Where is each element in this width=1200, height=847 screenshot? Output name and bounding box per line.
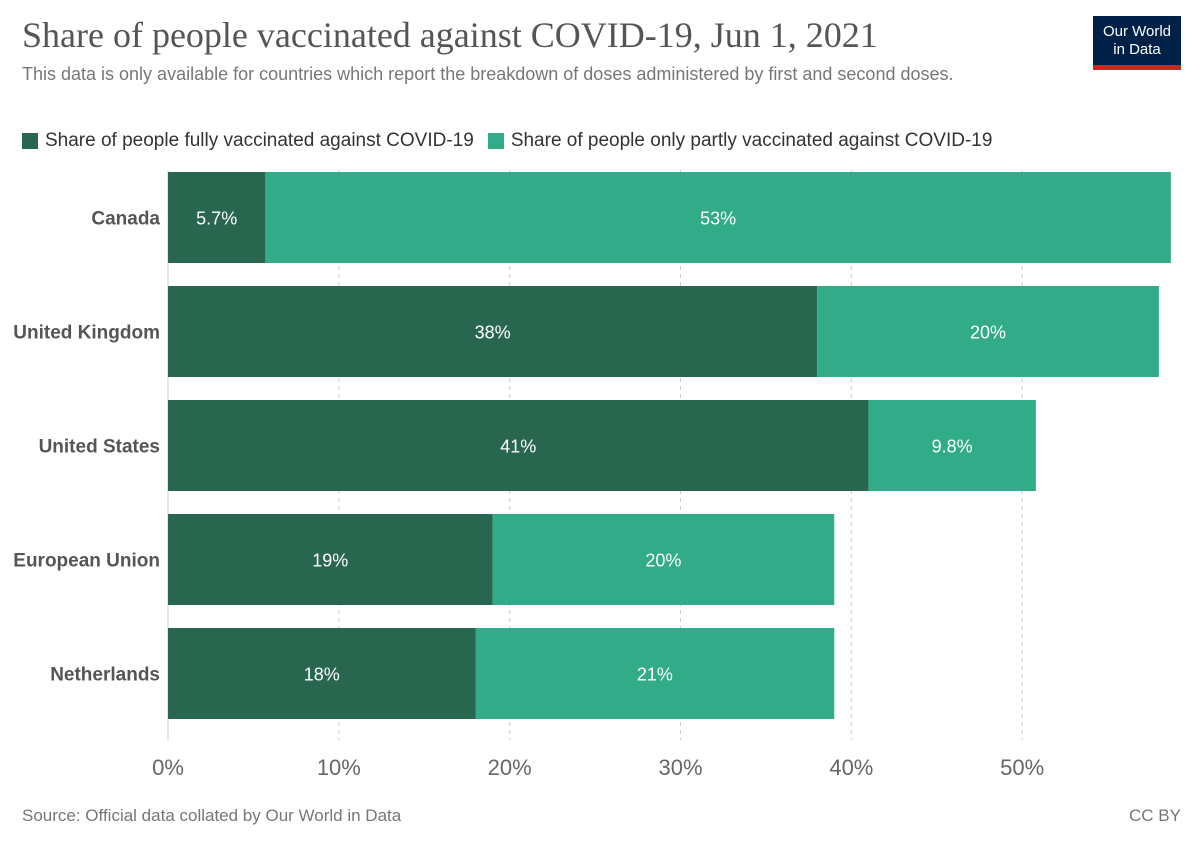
data-label: 21% (637, 665, 673, 685)
category-label: United Kingdom (13, 323, 160, 344)
x-tick-label: 40% (829, 755, 873, 780)
data-label: 20% (645, 551, 681, 571)
logo-line-2: in Data (1113, 41, 1161, 58)
owid-logo[interactable]: Our World in Data (1093, 16, 1181, 70)
license-note: CC BY (1129, 806, 1181, 825)
category-label: European Union (13, 551, 160, 572)
legend-item-partly[interactable]: Share of people only partly vaccinated a… (487, 130, 993, 152)
category-label: Canada (91, 209, 160, 230)
chart-legend: Share of people fully vaccinated against… (22, 130, 1006, 152)
logo-line-1: Our World (1102, 23, 1172, 40)
data-label: 9.8% (932, 437, 973, 457)
data-label: 20% (970, 323, 1006, 343)
bar-partly (265, 172, 1171, 263)
source-note: Source: Official data collated by Our Wo… (22, 806, 402, 825)
x-tick-label: 30% (658, 755, 702, 780)
legend-swatch-partly (487, 133, 504, 149)
legend-swatch-fully (22, 133, 38, 149)
category-label: Netherlands (50, 665, 160, 686)
bar-fully (168, 286, 818, 377)
chart-title: Share of people vaccinated against COVID… (22, 15, 878, 55)
x-tick-label: 20% (488, 755, 532, 780)
bar-fully (168, 628, 476, 719)
data-label: 38% (475, 323, 511, 343)
x-tick-label: 10% (317, 755, 361, 780)
bar-partly (492, 514, 835, 605)
chart-subtitle: This data is only available for countrie… (22, 64, 954, 84)
bar-partly (868, 400, 1036, 491)
bar-fully (168, 400, 869, 491)
x-tick-label: 0% (152, 755, 184, 780)
legend-item-fully[interactable]: Share of people fully vaccinated against… (22, 130, 474, 152)
bar-chart: 0% 10% 20% 30% 40% 50% Canada 5.7% 53% United Kin… (13, 170, 1171, 780)
bar-partly (475, 628, 835, 719)
legend-label-partly: Share of people only partly vaccinated a… (510, 130, 993, 151)
bar-fully (168, 514, 493, 605)
category-label: United States (39, 437, 160, 458)
data-label: 53% (700, 209, 736, 229)
bar-partly (817, 286, 1159, 377)
bar-fully (168, 172, 266, 263)
data-label: 19% (312, 551, 348, 571)
data-label: 41% (500, 437, 536, 457)
x-tick-label: 50% (1000, 755, 1044, 780)
legend-label-fully: Share of people fully vaccinated against… (45, 130, 474, 151)
data-label: 18% (304, 665, 340, 685)
data-label: 5.7% (196, 209, 237, 229)
